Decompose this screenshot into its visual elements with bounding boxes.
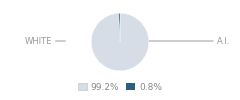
Wedge shape bbox=[91, 13, 149, 71]
Legend: 99.2%, 0.8%: 99.2%, 0.8% bbox=[74, 79, 166, 95]
Text: A.I.: A.I. bbox=[217, 36, 231, 46]
Wedge shape bbox=[119, 13, 120, 42]
Text: WHITE: WHITE bbox=[24, 36, 52, 46]
